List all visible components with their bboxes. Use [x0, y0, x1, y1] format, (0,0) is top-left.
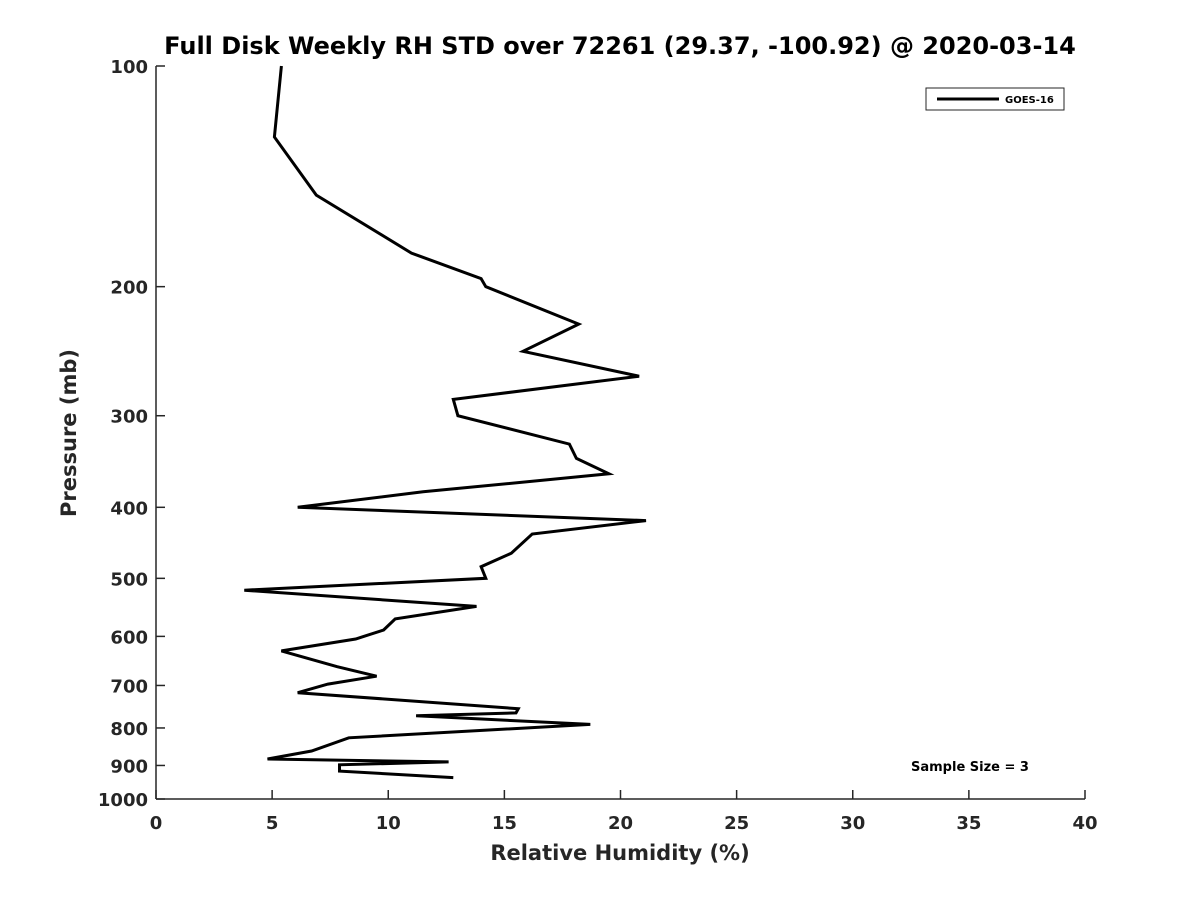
legend-label: GOES-16 [1005, 95, 1054, 106]
x-tick-label: 25 [724, 813, 749, 834]
sample-size-annotation: Sample Size = 3 [911, 760, 1029, 775]
plot-area: 0 5 10 15 20 25 30 35 40 100 200 300 400 500 600 700 80… [98, 57, 1098, 834]
y-tick-label: 200 [110, 278, 148, 299]
y-tick-label: 1000 [98, 790, 148, 811]
y-tick-label: 600 [110, 627, 148, 648]
x-tick-label: 5 [266, 813, 279, 834]
x-tick-label: 15 [492, 813, 517, 834]
x-axis-label: Relative Humidity (%) [490, 841, 749, 865]
y-tick-label: 300 [110, 407, 148, 428]
chart-title: Full Disk Weekly RH STD over 72261 (29.3… [164, 32, 1076, 60]
y-tick-label: 400 [110, 498, 148, 519]
y-axis-label: Pressure (mb) [57, 349, 81, 517]
legend: GOES-16 [925, 87, 1065, 111]
x-ticks: 0 5 10 15 20 25 30 35 40 [150, 790, 1098, 834]
y-tick-label: 700 [110, 676, 148, 697]
y-tick-label: 100 [110, 57, 148, 78]
x-tick-label: 0 [150, 813, 163, 834]
x-tick-label: 10 [376, 813, 401, 834]
x-tick-label: 20 [608, 813, 633, 834]
x-tick-label: 30 [840, 813, 865, 834]
y-tick-label: 800 [110, 719, 148, 740]
y-tick-label: 500 [110, 569, 148, 590]
y-tick-label: 900 [110, 756, 148, 777]
y-ticks: 100 200 300 400 500 600 700 800 900 1000 [98, 57, 165, 811]
x-tick-label: 40 [1072, 813, 1097, 834]
x-tick-label: 35 [956, 813, 981, 834]
series-line-goes-16 [244, 65, 647, 780]
